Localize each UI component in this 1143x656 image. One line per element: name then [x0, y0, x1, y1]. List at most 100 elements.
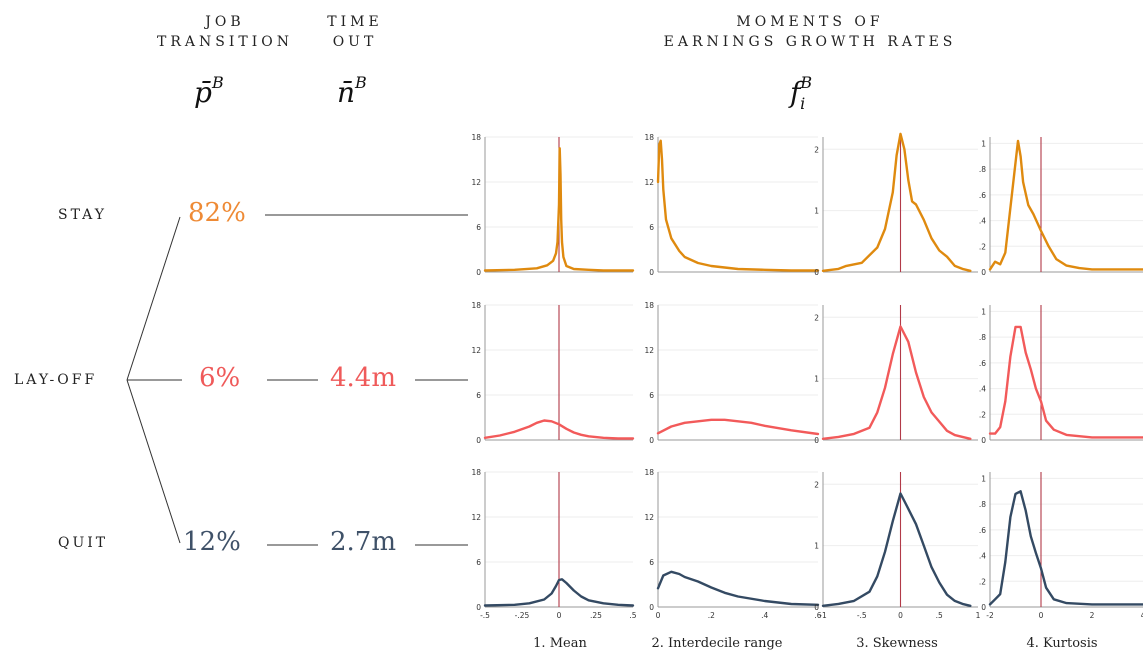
time-symbol-sup: B [355, 72, 367, 92]
xlabel-kurtosis: 4. Kurtosis [1026, 636, 1098, 651]
panel-stay-kurtosis-y-tick-label: 1 [981, 139, 986, 148]
tree-branch-stay [126, 216, 181, 381]
panel-stay-kurtosis-y-tick-label: .6 [979, 191, 986, 200]
panel-layoff-kurtosis-y-tick-label: 0 [981, 436, 986, 445]
panel-quit-interdecile-y-tick-label: 0 [649, 603, 654, 612]
panel-quit-interdecile-y-tick-label: 18 [644, 468, 654, 477]
panel-quit-skewness-x-tick-label: 0 [898, 611, 903, 620]
panel-quit-kurtosis-y-tick-label: .6 [979, 526, 986, 535]
panel-stay-interdecile-y-tick-label: 6 [649, 223, 654, 232]
job-transition-header: JOB TRANSITION [135, 12, 315, 52]
panel-stay-mean-y-tick-label: 18 [471, 133, 481, 142]
panel-quit-interdecile-x-tick-label: 0 [656, 611, 661, 620]
panel-stay-interdecile-series-line [656, 139, 820, 272]
row-label-stay: STAY [58, 207, 107, 223]
panel-quit-skewness-y-tick-label: 0 [814, 603, 819, 612]
tree-branch-quit [126, 379, 181, 544]
panel-quit-interdecile-y-tick-label: 6 [649, 558, 654, 567]
panel-quit-skewness-x-tick-label: .5 [936, 611, 943, 620]
panel-stay-skewness-y-tick-label: 0 [814, 268, 819, 277]
job-transition-symbol: p̄B [194, 72, 224, 109]
panel-quit-kurtosis-x-tick-label: 2 [1090, 611, 1095, 620]
panel-stay-interdecile-y-tick-label: 0 [649, 268, 654, 277]
panel-quit-mean-x-tick-label: 0 [557, 611, 562, 620]
panel-quit-interdecile-x-tick-label: .4 [761, 611, 768, 620]
time-out-line1: TIME [327, 14, 383, 30]
panel-quit-skewness-x-tick-label: -.5 [857, 611, 867, 620]
panel-layoff-interdecile-y-tick-label: 6 [649, 391, 654, 400]
panel-quit-mean-y-tick-label: 12 [471, 513, 481, 522]
time-symbol-base: n̄ [337, 76, 356, 109]
panel-quit-kurtosis-y-tick-label: 0 [981, 603, 986, 612]
panel-layoff-kurtosis-y-tick-label: .4 [979, 385, 986, 394]
panel-layoff-skewness-y-tick-label: 1 [814, 375, 819, 384]
panel-quit-mean-y-tick-label: 18 [471, 468, 481, 477]
panel-quit-interdecile-x-tick-label: .6 [814, 611, 821, 620]
panel-quit-mean-x-tick-label: .5 [629, 611, 636, 620]
panel-stay-mean-y-tick-label: 0 [476, 268, 481, 277]
panel-quit-mean-y-tick-label: 6 [476, 558, 481, 567]
panel-stay-skewness-y-tick-label: 2 [814, 145, 819, 154]
panel-quit-mean-series-line [483, 578, 635, 607]
panel-layoff-skewness-y-tick-label: 2 [814, 313, 819, 322]
row-label-quit: QUIT [58, 535, 109, 551]
panel-quit-mean-x-tick-label: -.25 [515, 611, 530, 620]
panel-stay-kurtosis-series-line [988, 139, 1143, 271]
xlabel-interdecile: 2. Interdecile range [651, 636, 783, 651]
xlabel-mean: 1. Mean [533, 636, 587, 651]
timeout-layoff: 4.4m [330, 363, 397, 393]
moments-symbol-sup: B [800, 72, 813, 92]
panel-quit-kurtosis-y-tick-label: .8 [979, 500, 986, 509]
panel-stay-kurtosis-y-tick-label: .2 [979, 242, 986, 251]
panel-stay-kurtosis-y-tick-label: .4 [979, 217, 986, 226]
moments-line1: MOMENTS OF [736, 14, 884, 30]
panel-stay-kurtosis-y-tick-label: 0 [981, 268, 986, 277]
panel-quit-mean-x-tick-label: -.5 [480, 611, 490, 620]
job-symbol-sup: B [211, 72, 224, 92]
panel-quit-kurtosis-y-tick-label: .2 [979, 577, 986, 586]
panel-layoff-kurtosis-series-line [988, 325, 1143, 439]
panel-quit-mean-y-tick-label: 0 [476, 603, 481, 612]
panel-quit-interdecile-series-line [656, 570, 820, 606]
panel-layoff-skewness-series-line [821, 325, 972, 440]
panel-layoff-mean-y-tick-label: 12 [471, 346, 481, 355]
moments-symbol: fBi [790, 73, 812, 113]
panel-layoff-mean-y-tick-label: 6 [476, 391, 481, 400]
panel-layoff-mean-y-tick-label: 18 [471, 301, 481, 310]
timeout-quit: 2.7m [330, 527, 397, 557]
xlabel-skewness: 3. Skewness [856, 636, 938, 651]
panel-stay-kurtosis-y-tick-label: .8 [979, 165, 986, 174]
panel-quit-skewness-y-tick-label: 2 [814, 480, 819, 489]
panel-stay-skewness-y-tick-label: 1 [814, 207, 819, 216]
panel-layoff-interdecile-y-tick-label: 0 [649, 436, 654, 445]
panel-layoff-skewness-y-tick-label: 0 [814, 436, 819, 445]
panel-stay-mean-series-line [483, 147, 635, 272]
panel-stay-interdecile-y-tick-label: 12 [644, 178, 654, 187]
panel-stay-skewness-series-line [821, 132, 972, 272]
panel-quit-interdecile-y-tick-label: 12 [644, 513, 654, 522]
moments-header: MOMENTS OF EARNINGS GROWTH RATES [600, 12, 1020, 52]
panel-layoff-interdecile-y-tick-label: 12 [644, 346, 654, 355]
panel-layoff-interdecile-y-tick-label: 18 [644, 301, 654, 310]
panel-quit-skewness-x-tick-label: -1 [819, 611, 827, 620]
time-out-symbol: n̄B [337, 72, 367, 109]
panel-stay-mean-y-tick-label: 6 [476, 223, 481, 232]
panel-layoff-kurtosis-y-tick-label: .6 [979, 359, 986, 368]
job-symbol-base: p̄ [194, 76, 212, 109]
panel-layoff-interdecile-series-line [656, 418, 820, 436]
panel-layoff-kurtosis-y-tick-label: .8 [979, 333, 986, 342]
job-transition-line2: TRANSITION [157, 34, 293, 50]
panel-quit-kurtosis-y-tick-label: .4 [979, 552, 986, 561]
panel-layoff-mean-y-tick-label: 0 [476, 436, 481, 445]
panel-layoff-kurtosis-y-tick-label: 1 [981, 307, 986, 316]
panel-quit-kurtosis-x-tick-label: 0 [1039, 611, 1044, 620]
panel-quit-mean-x-tick-label: .25 [590, 611, 602, 620]
panel-stay-interdecile-y-tick-label: 18 [644, 133, 654, 142]
panel-quit-interdecile-x-tick-label: .2 [708, 611, 715, 620]
job-transition-line1: JOB [205, 14, 245, 30]
panel-quit-kurtosis-x-tick-label: -2 [986, 611, 994, 620]
share-quit: 12% [183, 527, 241, 557]
panel-layoff-kurtosis-y-tick-label: .2 [979, 410, 986, 419]
time-out-line2: OUT [332, 34, 378, 50]
